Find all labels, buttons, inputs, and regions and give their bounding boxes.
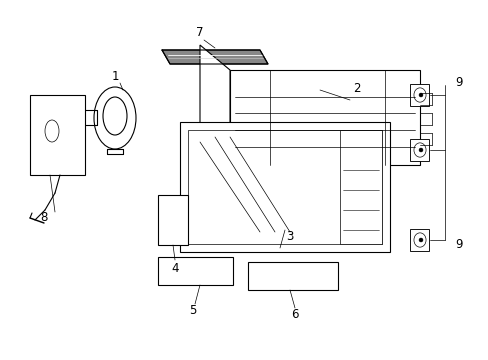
Text: 7: 7	[196, 26, 203, 39]
Polygon shape	[158, 195, 187, 245]
Ellipse shape	[418, 238, 422, 242]
Polygon shape	[187, 130, 381, 244]
Polygon shape	[162, 50, 267, 64]
Ellipse shape	[418, 148, 422, 152]
Polygon shape	[30, 95, 85, 175]
Ellipse shape	[418, 93, 422, 97]
Polygon shape	[247, 262, 337, 290]
Text: 3: 3	[286, 230, 293, 243]
Text: 8: 8	[40, 211, 48, 224]
Polygon shape	[180, 122, 389, 252]
Polygon shape	[409, 229, 428, 251]
Text: 6: 6	[291, 309, 298, 321]
Polygon shape	[158, 257, 232, 285]
Text: 9: 9	[454, 76, 462, 89]
Polygon shape	[409, 139, 428, 161]
Text: 9: 9	[454, 239, 462, 252]
Text: 1: 1	[111, 69, 119, 82]
Polygon shape	[200, 45, 229, 165]
Polygon shape	[229, 70, 419, 165]
Polygon shape	[409, 84, 428, 106]
Text: 5: 5	[189, 305, 196, 318]
Polygon shape	[339, 130, 381, 244]
Text: 4: 4	[171, 261, 179, 275]
Text: 2: 2	[352, 81, 360, 95]
